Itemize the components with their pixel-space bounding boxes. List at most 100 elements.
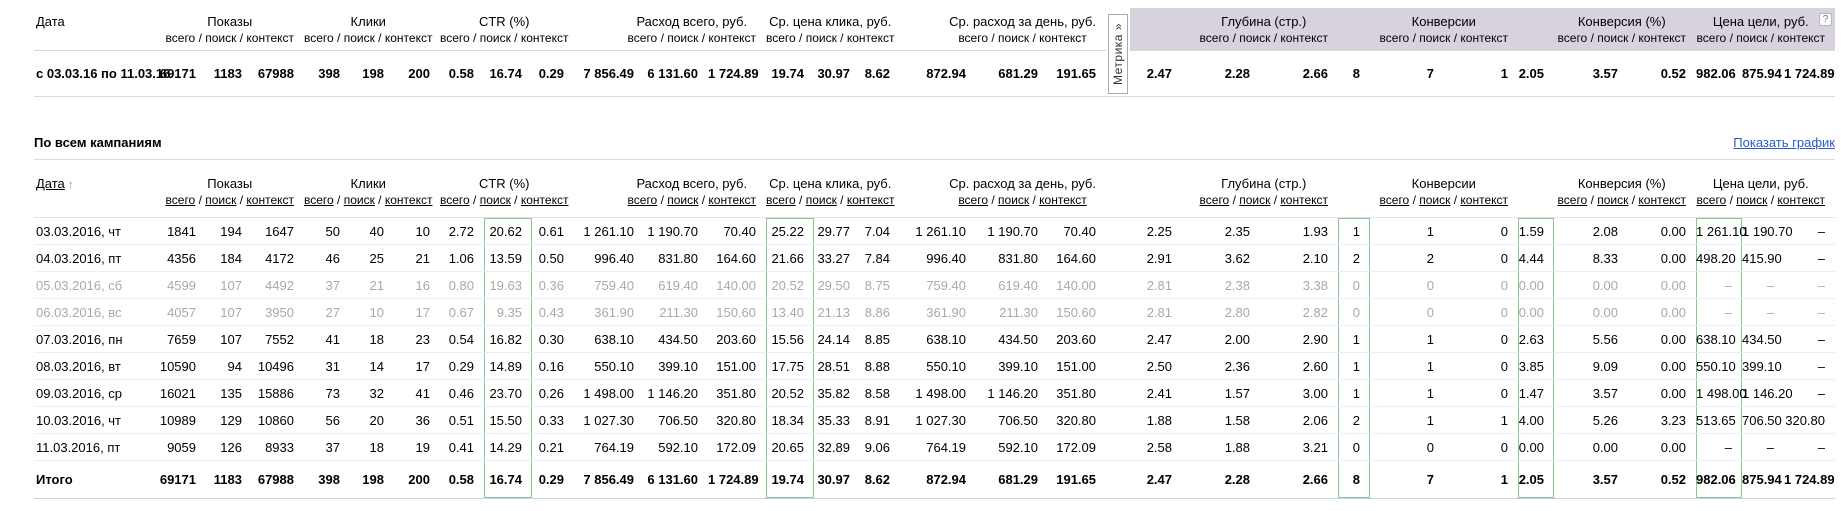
subcol-link-2[interactable]: контекст <box>846 192 895 207</box>
subcol-link-2[interactable]: контекст <box>1638 192 1686 207</box>
subcol-link-0[interactable]: всего <box>304 192 334 207</box>
metric-cell: 759.40 <box>900 271 976 299</box>
metric-cell: 2.66 <box>1260 50 1338 97</box>
metric-cell: 25.22 <box>766 217 814 245</box>
date-sort-link[interactable]: Дата <box>36 175 65 191</box>
subcol-label: всего / поиск / контекст <box>627 31 756 45</box>
metric-cell: 706.50 <box>976 406 1048 434</box>
column-group-block: Клики всего / поиск / контекст <box>304 176 432 208</box>
column-group-label: Расход всего, руб. <box>636 175 748 191</box>
metric-cell: – <box>1784 379 1835 407</box>
subcol-link-1[interactable]: поиск <box>667 192 699 207</box>
column-group-header: Глубина (стр.) всего / поиск / контекст <box>1130 8 1338 51</box>
metric-cell: 7 <box>1370 50 1444 97</box>
metric-cell: 0 <box>1444 352 1518 380</box>
subcol-link-2[interactable]: контекст <box>1777 192 1825 207</box>
column-group-block: Ср. расход за день, руб. всего / поиск / … <box>949 176 1096 208</box>
subcol-link-0[interactable]: всего <box>766 192 796 207</box>
metrika-tab[interactable]: Метрика » <box>1108 14 1128 94</box>
subcol-link-0[interactable]: всего <box>958 192 989 207</box>
subcol-part-1: поиск <box>805 31 837 45</box>
subcol-link-1[interactable]: поиск <box>998 192 1030 207</box>
metric-cell: 8.88 <box>860 352 900 380</box>
metric-cell: 150.60 <box>708 298 766 326</box>
help-icon[interactable]: ? <box>1819 13 1832 26</box>
subcol-link-2[interactable]: контекст <box>246 192 294 207</box>
metric-cell: 361.90 <box>900 298 976 326</box>
metric-cell: 150.60 <box>1048 298 1106 326</box>
subcol-link-2[interactable]: контекст <box>384 192 433 207</box>
subcol-link-1[interactable]: поиск <box>343 192 375 207</box>
subcol-link-1[interactable]: поиск <box>479 192 511 207</box>
row-date: 10.03.2016, чт <box>34 406 144 434</box>
subcol-link-2[interactable]: контекст <box>1039 192 1087 207</box>
subcol-link-2[interactable]: контекст <box>708 192 756 207</box>
metric-cell: 18.34 <box>766 406 814 434</box>
subcol-link-0[interactable]: всего <box>1199 192 1230 207</box>
subcol-label: всего / поиск / контекст <box>1696 31 1825 45</box>
metric-cell: 550.10 <box>1696 352 1742 380</box>
metric-cell: 8.86 <box>860 298 900 326</box>
column-group-header: Расход всего, руб. всего / поиск / контек… <box>574 8 766 51</box>
metric-cell: 37 <box>304 271 350 299</box>
subcol-link-0[interactable]: всего <box>1557 192 1588 207</box>
subcol-part-0: всего <box>1379 31 1410 45</box>
metric-cell: 37 <box>304 433 350 461</box>
subcol-link-2[interactable]: контекст <box>1460 192 1508 207</box>
subcol-link-1[interactable]: поиск <box>1736 192 1768 207</box>
subcol-link-1[interactable]: поиск <box>1239 192 1271 207</box>
metric-cell: 764.19 <box>900 433 976 461</box>
show-chart-link[interactable]: Показать график <box>1733 134 1835 150</box>
metric-cell: 18 <box>350 325 394 353</box>
metric-cell: 1841 <box>144 217 206 245</box>
metric-cell: 320.80 <box>708 406 766 434</box>
metric-cell: – <box>1784 352 1835 380</box>
metric-cell: 2.80 <box>1182 298 1260 326</box>
subcol-label: всего / поиск / контекст <box>1379 31 1508 45</box>
metric-cell: 3.57 <box>1554 50 1628 97</box>
metric-cell: 2.00 <box>1182 325 1260 353</box>
metric-cell: 2.90 <box>1260 325 1338 353</box>
subcol-links: всего / поиск / контекст <box>1199 192 1328 207</box>
column-group-label: Конверсия (%) <box>1577 175 1666 191</box>
subcol-link-2[interactable]: контекст <box>1280 192 1328 207</box>
metric-cell: 3.00 <box>1260 379 1338 407</box>
subcol-link-1[interactable]: поиск <box>1597 192 1629 207</box>
subcol-link-0[interactable]: всего <box>627 192 658 207</box>
metric-cell: 1 <box>1370 406 1444 434</box>
metric-cell: 0.50 <box>532 244 574 272</box>
metric-cell: 107 <box>206 298 252 326</box>
subcol-link-0[interactable]: всего <box>1379 192 1410 207</box>
metric-cell: 2.72 <box>440 217 484 245</box>
sort-arrow-icon[interactable]: ↑ <box>67 178 74 191</box>
subcol-link-1[interactable]: поиск <box>1419 192 1451 207</box>
column-group-block: Конверсии всего / поиск / контекст <box>1380 14 1508 46</box>
metric-cell: 2.05 <box>1518 50 1554 97</box>
column-group-label: Конверсии <box>1411 175 1476 191</box>
subcol-link-1[interactable]: поиск <box>205 192 237 207</box>
metric-cell: 16021 <box>144 379 206 407</box>
metric-cell: 107 <box>206 271 252 299</box>
metric-cell: 21.66 <box>766 244 814 272</box>
metric-cell: 0.67 <box>440 298 484 326</box>
metric-cell: 1183 <box>206 460 252 499</box>
column-spacer <box>1106 406 1130 434</box>
metric-cell: 2.47 <box>1130 50 1182 97</box>
metric-cell: 4.00 <box>1518 406 1554 434</box>
metric-cell: 399.10 <box>976 352 1048 380</box>
metric-cell: 29.50 <box>814 271 860 299</box>
column-group-label: Ср. цена клика, руб. <box>769 175 892 191</box>
metric-cell: 0.30 <box>532 325 574 353</box>
metric-cell: – <box>1784 298 1835 326</box>
metric-cell: 2 <box>1370 244 1444 272</box>
summary-section: Дата Показы всего / поиск / контекст Клики в… <box>34 8 1835 97</box>
column-group-header: Показы всего / поиск / контекст <box>144 8 304 51</box>
subcol-link-1[interactable]: поиск <box>805 192 837 207</box>
subcol-link-0[interactable]: всего <box>440 192 470 207</box>
subcol-link-2[interactable]: контекст <box>520 192 569 207</box>
metric-cell: 1 <box>1338 217 1370 245</box>
metric-cell: 41 <box>304 325 350 353</box>
metric-cell: 13.59 <box>484 244 532 272</box>
subcol-link-0[interactable]: всего <box>165 192 196 207</box>
subcol-link-0[interactable]: всего <box>1696 192 1727 207</box>
